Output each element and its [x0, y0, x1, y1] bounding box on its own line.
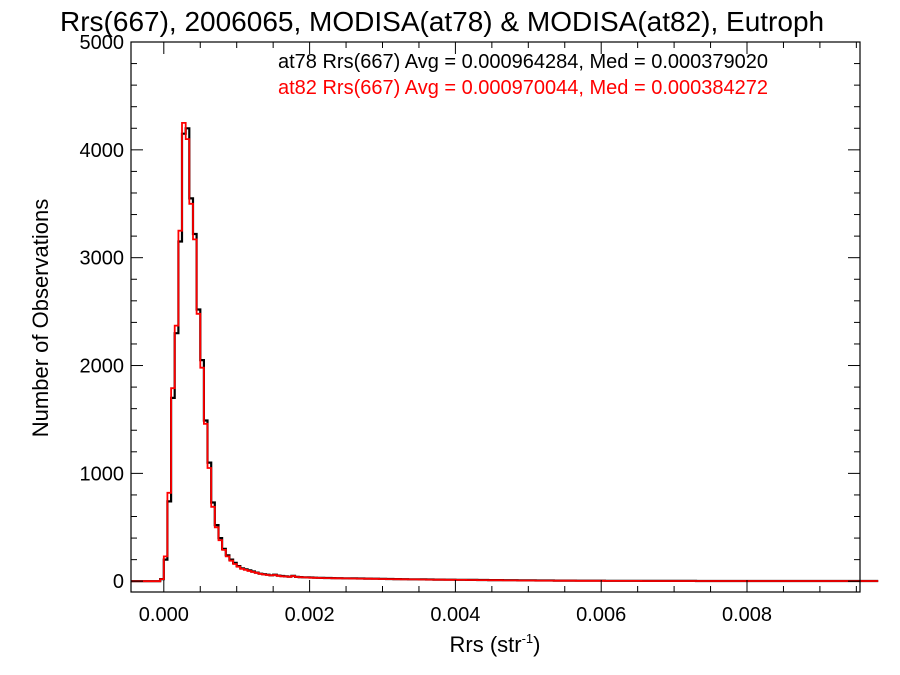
x-tick-label: 0.008: [722, 604, 772, 626]
x-tick-label: 0.000: [139, 604, 189, 626]
y-tick-label: 3000: [80, 248, 125, 270]
y-axis-label: Number of Observations: [28, 199, 53, 437]
x-tick-label: 0.006: [576, 604, 626, 626]
plot-area: 0.000 0.002 0.004 0.006 0.008 0 1000 2000 3000 40…: [80, 32, 879, 626]
series-line-at82: [131, 122, 879, 583]
plot-frame: [130, 41, 861, 593]
annotation-at78: at78 Rrs(667) Avg = 0.000964284, Med = 0…: [278, 51, 768, 73]
y-tick-label: 2000: [80, 356, 125, 378]
x-axis-label-superscript: -1: [522, 631, 534, 646]
y-tick-label: 1000: [80, 463, 125, 485]
annotation-at82: at82 Rrs(667) Avg = 0.000970044, Med = 0…: [278, 77, 768, 99]
chart-title: Rrs(667), 2006065, MODISA(at78) & MODISA…: [60, 6, 824, 37]
x-tick-label: 0.002: [285, 604, 335, 626]
x-axis-label: Rrs (str-1): [450, 631, 541, 657]
x-tick-label: 0.004: [430, 604, 480, 626]
y-tick-label: 4000: [80, 140, 125, 162]
y-tick-label: 0: [113, 571, 124, 593]
x-axis-label-close: ): [533, 632, 540, 657]
y-tick-label: 5000: [80, 32, 125, 54]
series-line-at78: [131, 127, 879, 583]
x-axis-label-text: Rrs (str: [450, 632, 522, 657]
